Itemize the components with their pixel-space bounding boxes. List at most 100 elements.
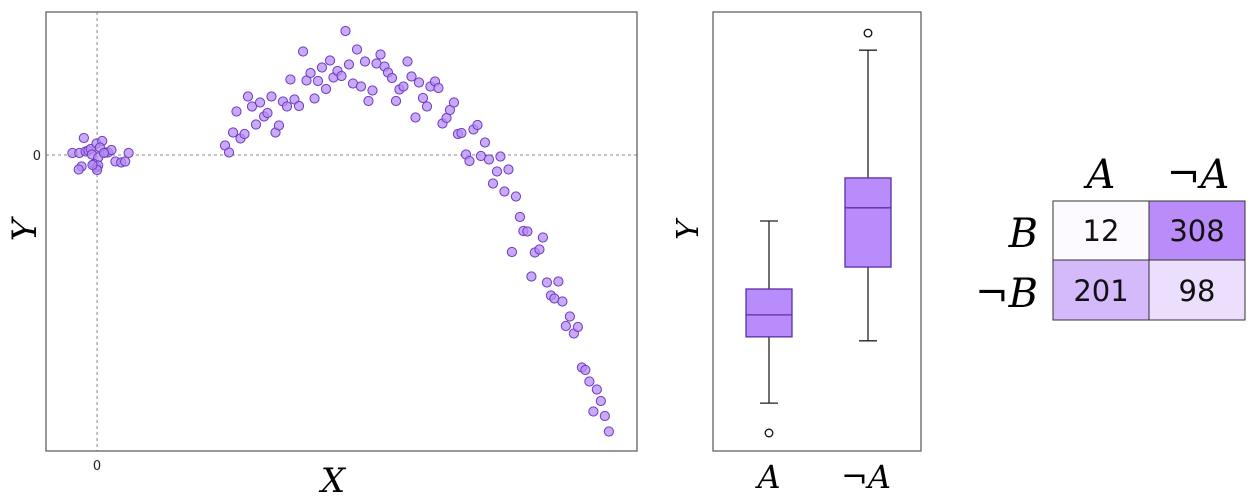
scatter-point [285, 74, 296, 85]
scatter-point [254, 97, 266, 108]
scatter-point [417, 92, 429, 104]
table-cell-value: 201 [1073, 274, 1128, 308]
boxplot-frame [712, 11, 922, 452]
scatter-point [266, 91, 277, 102]
box-y-axis-label: Y [671, 217, 706, 240]
scatter-plot: 0 0 X Y [5, 11, 638, 501]
outlier-point [863, 28, 873, 38]
scatter-point [599, 410, 610, 422]
scatter-point [363, 95, 374, 107]
category-label-a: A [754, 458, 780, 496]
scatter-point [603, 426, 614, 437]
table-cell-bg [1148, 259, 1246, 321]
scatter-point [541, 277, 553, 288]
scatter-point [580, 364, 591, 376]
scatter-point [503, 164, 514, 175]
scatter-point [351, 44, 363, 55]
scatter-point [398, 81, 409, 92]
scatter-point [537, 232, 548, 243]
scatter-point [406, 71, 417, 82]
scatter-point [386, 72, 398, 84]
scatter-point [421, 101, 433, 112]
row-header-b: B [1008, 211, 1038, 257]
contingency-table: A ¬A B ¬B 12 308 201 98 [975, 152, 1246, 321]
scatter-point [336, 70, 347, 82]
scatter-point [375, 49, 386, 60]
scatter-point [340, 25, 351, 37]
scatter-point [495, 151, 506, 162]
scatter-point [343, 59, 355, 70]
scatter-point [316, 62, 328, 73]
scatter-point [456, 127, 467, 139]
scatter-point [73, 164, 84, 175]
scatter-point [514, 211, 526, 223]
table-cell-value: 12 [1083, 214, 1120, 248]
scatter-point [324, 55, 336, 66]
y-axis-label: Y [5, 215, 45, 241]
row-header-not-b: ¬B [975, 271, 1038, 317]
scatter-point [433, 82, 444, 94]
scatter-point [595, 395, 606, 407]
scatter-point [534, 244, 545, 255]
scatter-point [526, 271, 537, 282]
scatter-point [250, 119, 262, 130]
scatter-point [320, 83, 332, 95]
x-tick-label: 0 [93, 459, 101, 474]
scatter-point [560, 320, 571, 332]
table-cell-bg [1148, 200, 1246, 261]
scatter-point [78, 132, 89, 144]
scatter-point [305, 67, 316, 79]
scatter-point [522, 226, 533, 237]
scatter-point [402, 56, 413, 67]
y-tick-label: 0 [33, 149, 41, 164]
scatter-point [297, 46, 309, 57]
scatter-point [262, 107, 273, 119]
scatter-point [499, 186, 510, 197]
scatter-point [239, 128, 250, 140]
outlier-point [764, 428, 774, 438]
scatter-point [510, 191, 522, 202]
scatter-point [227, 127, 239, 138]
col-header-a: A [1083, 152, 1116, 198]
scatter-point [591, 384, 602, 395]
box-plot: Y A ¬A [671, 11, 922, 496]
scatter-point [413, 77, 425, 88]
table-cell-value: 308 [1169, 214, 1224, 248]
category-label-not-a: ¬A [841, 458, 891, 496]
scatter-point [312, 75, 324, 87]
col-header-not-a: ¬A [1167, 152, 1229, 198]
scatter-point [448, 97, 460, 108]
scatter-point [572, 321, 584, 333]
scatter-point [231, 106, 242, 117]
scatter-point [120, 156, 131, 167]
scatter-point [309, 93, 320, 104]
scatter-point [223, 147, 235, 158]
scatter-point [273, 120, 285, 131]
scatter-point [487, 178, 499, 189]
table-cell-value: 98 [1179, 274, 1216, 308]
scatter-point [87, 159, 98, 171]
scatter-point [479, 137, 491, 148]
box [745, 288, 793, 338]
scatter-point [584, 376, 595, 387]
scatter-point [293, 100, 305, 112]
scatter-point [557, 296, 568, 307]
scatter-point [564, 311, 575, 322]
scatter-point [123, 147, 134, 159]
scatter-point [506, 246, 518, 258]
scatter-point [464, 155, 475, 167]
scatter-frame [45, 11, 638, 452]
scatter-point [242, 91, 254, 102]
scatter-point [472, 119, 483, 131]
scatter-point [553, 276, 564, 287]
scatter-point [359, 56, 371, 67]
scatter-point [367, 85, 378, 96]
scatter-point [491, 166, 503, 177]
scatter-point [98, 147, 110, 159]
scatter-point [588, 406, 599, 417]
scatter-point [483, 154, 495, 165]
scatter-point [410, 112, 421, 123]
x-axis-label: X [318, 461, 347, 501]
scatter-point [246, 101, 258, 112]
